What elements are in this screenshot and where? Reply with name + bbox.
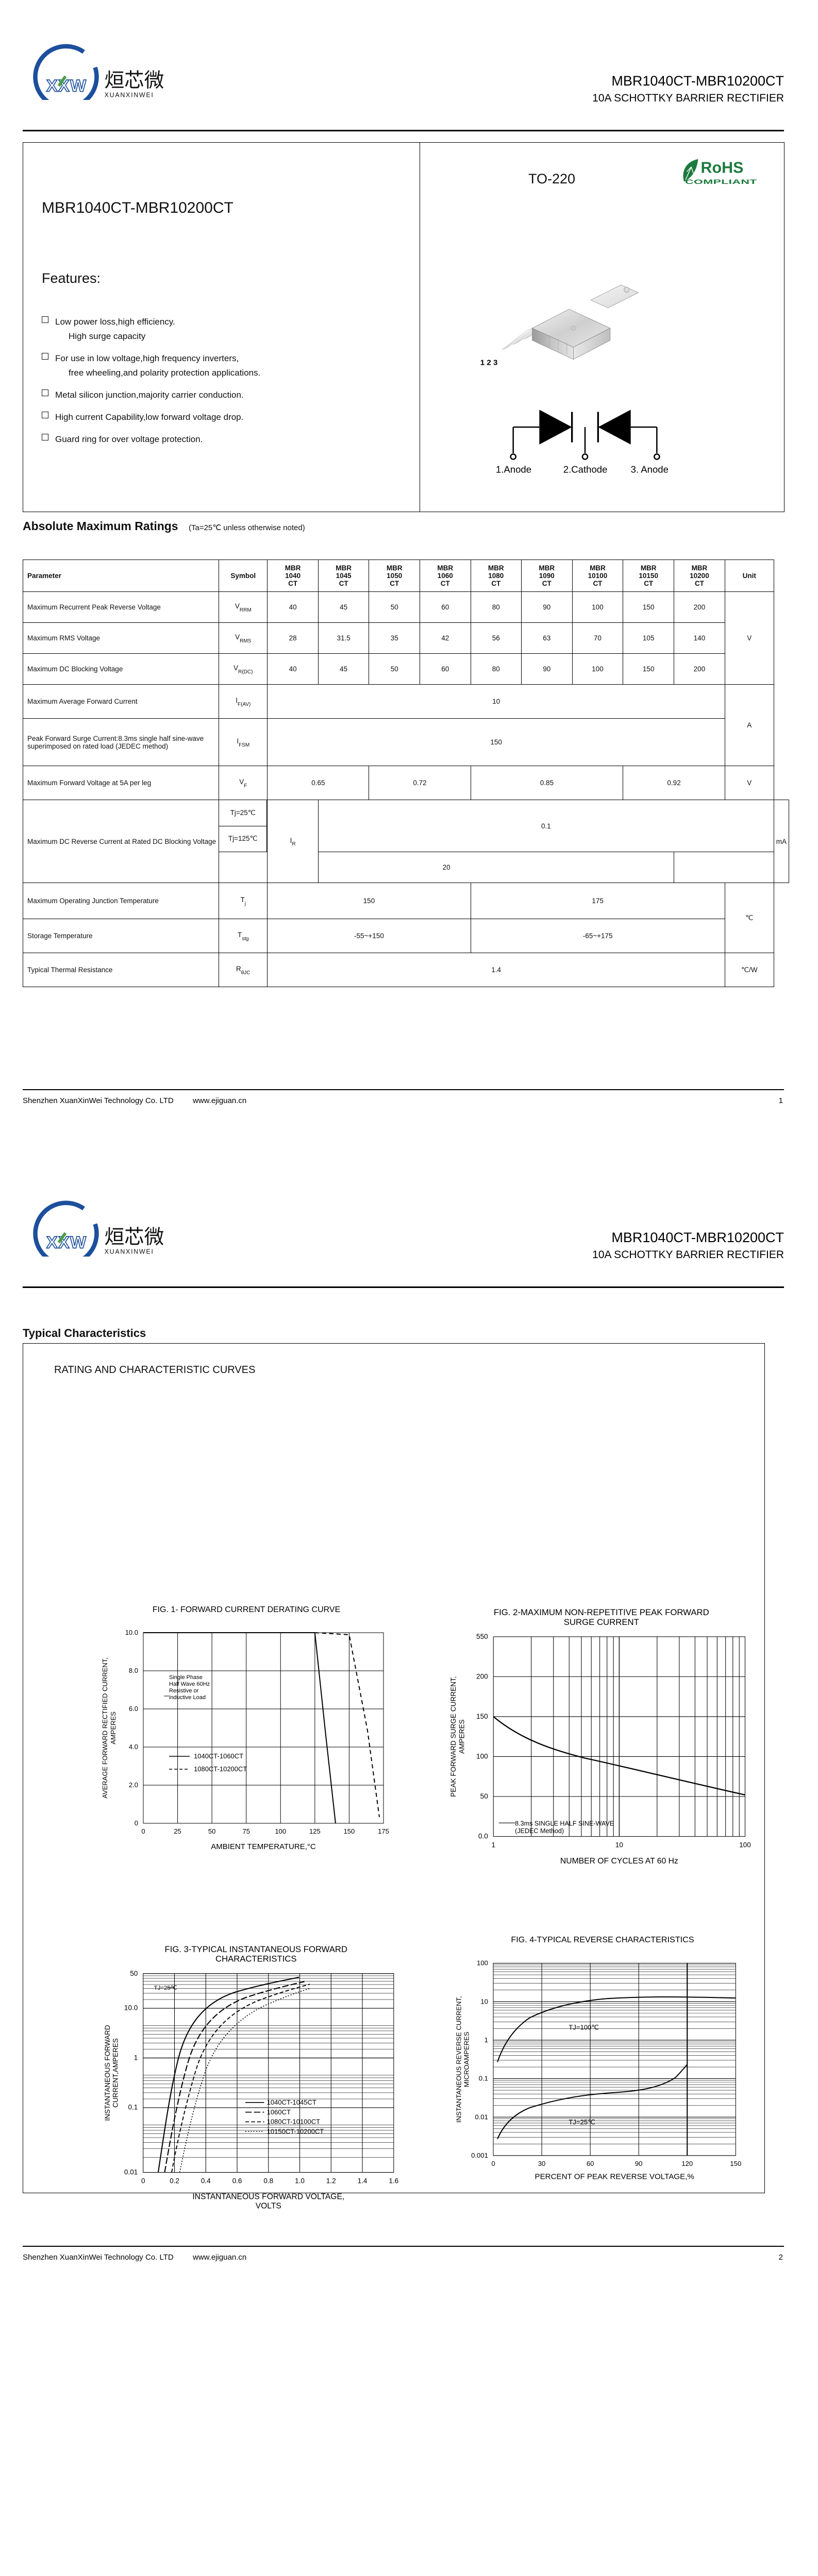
svg-text:0.6: 0.6 (232, 2177, 242, 2184)
svg-text:FIG. 1- FORWARD CURRENT DERATI: FIG. 1- FORWARD CURRENT DERATING CURVE (153, 1605, 340, 1614)
svg-text:1.4: 1.4 (358, 2177, 368, 2184)
svg-text:75: 75 (242, 1827, 249, 1835)
svg-text:0.1: 0.1 (128, 2103, 138, 2111)
svg-text:1040CT-1060CT: 1040CT-1060CT (194, 1752, 243, 1760)
svg-text:60: 60 (587, 2160, 594, 2167)
svg-text:50: 50 (480, 1792, 489, 1800)
svg-text:550: 550 (476, 1633, 488, 1640)
svg-text:125: 125 (309, 1827, 321, 1835)
svg-text:150: 150 (476, 1713, 488, 1720)
svg-text:AMPERES: AMPERES (109, 1711, 117, 1744)
svg-text:(JEDEC Method): (JEDEC Method) (515, 1827, 564, 1835)
svg-text:AVERAGE FORWARD RECTIFIED CURR: AVERAGE FORWARD RECTIFIED CURRENT, (101, 1657, 109, 1799)
svg-text:1.Anode: 1.Anode (496, 464, 531, 475)
svg-text:SURGE CURRENT: SURGE CURRENT (564, 1617, 639, 1627)
svg-text:TJ=25℃: TJ=25℃ (569, 2118, 595, 2126)
svg-text:0: 0 (141, 1827, 145, 1835)
svg-text:120: 120 (681, 2160, 693, 2167)
svg-text:INSTANTANEOUS REVERSE CURRENT,: INSTANTANEOUS REVERSE CURRENT, (455, 1996, 462, 2123)
svg-text:INSTANTANEOUS FORWARD: INSTANTANEOUS FORWARD (104, 2025, 111, 2121)
svg-text:TJ=100℃: TJ=100℃ (569, 2024, 599, 2031)
svg-text:COMPLIANT: COMPLIANT (685, 179, 758, 185)
svg-text:1.2: 1.2 (326, 2177, 336, 2184)
svg-text:0.01: 0.01 (124, 2168, 138, 2176)
svg-text:30: 30 (538, 2160, 546, 2167)
svg-text:150: 150 (344, 1827, 355, 1835)
svg-text:AMBIENT TEMPERATURE,°C: AMBIENT TEMPERATURE,°C (211, 1842, 316, 1851)
svg-text:烜芯微: 烜芯微 (105, 70, 164, 92)
svg-text:0.0: 0.0 (478, 1833, 488, 1840)
svg-text:10.0: 10.0 (125, 1629, 138, 1636)
svg-text:FIG. 4-TYPICAL REVERSE CHARACT: FIG. 4-TYPICAL REVERSE CHARACTERISTICS (511, 1935, 694, 1944)
svg-text:VOLTS: VOLTS (256, 2201, 281, 2210)
svg-text:3. Anode: 3. Anode (631, 464, 669, 475)
svg-text:1080CT-10100CT: 1080CT-10100CT (267, 2118, 321, 2126)
svg-text:CHARACTERISTICS: CHARACTERISTICS (215, 1954, 296, 1964)
svg-text:NUMBER OF CYCLES AT 60 Hz: NUMBER OF CYCLES AT 60 Hz (560, 1857, 678, 1866)
svg-text:CURRENT,AMPERES: CURRENT,AMPERES (112, 2038, 120, 2108)
svg-text:XUANXINWEI: XUANXINWEI (105, 92, 154, 99)
svg-text:4.0: 4.0 (129, 1743, 138, 1751)
svg-text:XXW: XXW (46, 76, 87, 95)
svg-text:1040CT-1045CT: 1040CT-1045CT (267, 2098, 316, 2106)
svg-text:0.2: 0.2 (170, 2177, 179, 2184)
svg-text:2.0: 2.0 (129, 1781, 138, 1789)
svg-text:175: 175 (378, 1827, 389, 1835)
svg-text:6.0: 6.0 (129, 1705, 138, 1713)
svg-text:10: 10 (480, 1997, 488, 2005)
svg-text:0: 0 (141, 2177, 145, 2184)
svg-text:FIG. 2-MAXIMUM NON-REPETITIVE: FIG. 2-MAXIMUM NON-REPETITIVE PEAK FORWA… (494, 1607, 709, 1617)
svg-text:1: 1 (491, 1841, 495, 1849)
svg-text:1080CT-10200CT: 1080CT-10200CT (194, 1765, 247, 1773)
svg-text:inductive Load: inductive Load (169, 1694, 206, 1701)
svg-text:0.01: 0.01 (475, 2113, 488, 2121)
svg-text:0: 0 (491, 2160, 495, 2167)
svg-text:0.1: 0.1 (479, 2075, 488, 2082)
svg-text:FIG. 3-TYPICAL INSTANTANEOUS F: FIG. 3-TYPICAL INSTANTANEOUS FORWARD (165, 1944, 347, 1954)
svg-text:100: 100 (275, 1827, 286, 1835)
svg-text:TJ=25℃: TJ=25℃ (154, 1985, 177, 1991)
svg-text:100: 100 (739, 1841, 751, 1849)
svg-text:0: 0 (135, 1819, 138, 1827)
svg-text:150: 150 (730, 2160, 741, 2167)
svg-text:50: 50 (208, 1827, 215, 1835)
svg-text:XXW: XXW (46, 1232, 87, 1251)
svg-text:100: 100 (476, 1753, 488, 1760)
svg-text:Resistive or: Resistive or (169, 1688, 199, 1694)
svg-text:10150CT-10200CT: 10150CT-10200CT (267, 2127, 324, 2135)
svg-text:2.Cathode: 2.Cathode (563, 464, 608, 475)
svg-text:PEAK FORWARD SURGE CURRENT,: PEAK FORWARD SURGE CURRENT, (449, 1676, 457, 1797)
svg-text:10.0: 10.0 (124, 2004, 138, 2012)
svg-text:1.6: 1.6 (389, 2177, 398, 2184)
svg-text:烜芯微: 烜芯微 (105, 1226, 164, 1248)
svg-text:1.0: 1.0 (295, 2177, 305, 2184)
svg-text:AMPERES: AMPERES (458, 1719, 466, 1754)
svg-text:INSTANTANEOUS FORWARD VOLTAGE,: INSTANTANEOUS FORWARD VOLTAGE, (192, 2193, 344, 2201)
svg-text:XUANXINWEI: XUANXINWEI (105, 1248, 154, 1256)
svg-text:PERCENT OF PEAK REVERSE VOLTAG: PERCENT OF PEAK REVERSE VOLTAGE,% (535, 2172, 694, 2181)
svg-text:0.4: 0.4 (201, 2177, 211, 2184)
svg-text:100: 100 (477, 1959, 488, 1967)
svg-text:MICROAMPERES: MICROAMPERES (463, 2031, 471, 2087)
svg-text:8.3ms SINGLE HALF SINE-WAVE: 8.3ms SINGLE HALF SINE-WAVE (515, 1820, 614, 1827)
svg-text:25: 25 (174, 1827, 181, 1835)
svg-text:0.8: 0.8 (263, 2177, 273, 2184)
svg-text:1060CT: 1060CT (267, 2108, 291, 2116)
svg-text:1: 1 (134, 2054, 138, 2062)
svg-text:Single Phase: Single Phase (169, 1674, 203, 1681)
svg-text:Half Wave 60Hz: Half Wave 60Hz (169, 1681, 210, 1687)
svg-text:1: 1 (485, 2036, 488, 2044)
svg-text:10: 10 (615, 1841, 624, 1849)
svg-text:50: 50 (130, 1970, 138, 1977)
svg-text:90: 90 (635, 2160, 643, 2167)
svg-text:8.0: 8.0 (129, 1667, 138, 1674)
svg-text:200: 200 (476, 1673, 488, 1681)
svg-text:0.001: 0.001 (471, 2151, 488, 2159)
svg-text:RoHS: RoHS (701, 159, 744, 176)
